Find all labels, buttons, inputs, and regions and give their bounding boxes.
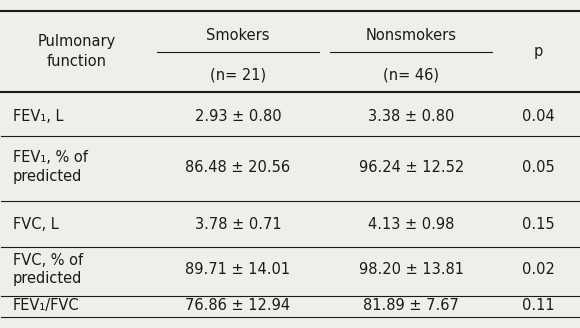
Text: 0.15: 0.15	[522, 217, 554, 232]
Text: 76.86 ± 12.94: 76.86 ± 12.94	[186, 298, 291, 313]
Text: (n= 21): (n= 21)	[210, 67, 266, 82]
Text: FEV₁/FVC: FEV₁/FVC	[13, 298, 79, 313]
Text: p: p	[534, 44, 543, 59]
Text: 0.04: 0.04	[522, 109, 554, 124]
Text: 0.05: 0.05	[522, 160, 554, 175]
Text: Smokers: Smokers	[206, 28, 270, 43]
Text: 2.93 ± 0.80: 2.93 ± 0.80	[195, 109, 281, 124]
Text: 3.78 ± 0.71: 3.78 ± 0.71	[195, 217, 281, 232]
Text: 4.13 ± 0.98: 4.13 ± 0.98	[368, 217, 454, 232]
Text: Pulmonary
function: Pulmonary function	[37, 34, 115, 69]
Text: (n= 46): (n= 46)	[383, 67, 439, 82]
Text: FVC, % of
predicted: FVC, % of predicted	[13, 253, 83, 286]
Text: 0.11: 0.11	[522, 298, 554, 313]
Text: 0.02: 0.02	[522, 262, 554, 277]
Text: FEV₁, L: FEV₁, L	[13, 109, 63, 124]
Text: FEV₁, % of
predicted: FEV₁, % of predicted	[13, 151, 88, 184]
Text: FVC, L: FVC, L	[13, 217, 59, 232]
Text: 81.89 ± 7.67: 81.89 ± 7.67	[363, 298, 459, 313]
Text: 98.20 ± 13.81: 98.20 ± 13.81	[358, 262, 464, 277]
Text: 86.48 ± 20.56: 86.48 ± 20.56	[186, 160, 291, 175]
Text: Nonsmokers: Nonsmokers	[366, 28, 456, 43]
Text: 89.71 ± 14.01: 89.71 ± 14.01	[186, 262, 291, 277]
Text: 3.38 ± 0.80: 3.38 ± 0.80	[368, 109, 454, 124]
Text: 96.24 ± 12.52: 96.24 ± 12.52	[358, 160, 464, 175]
